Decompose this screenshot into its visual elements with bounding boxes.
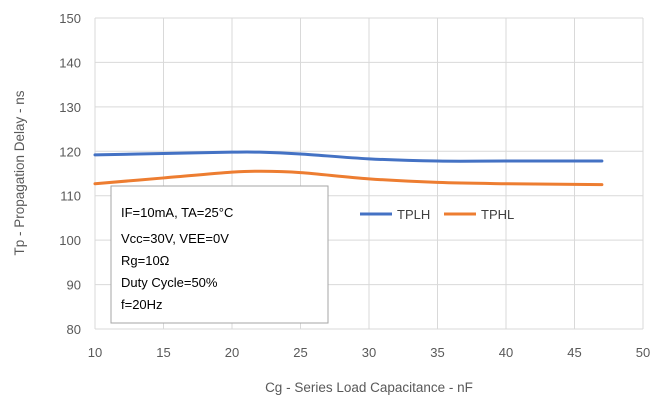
series-line-tplh xyxy=(93,150,604,163)
annotation-line: IF=10mA, TA=25°C xyxy=(121,205,233,220)
grid-lines xyxy=(94,17,644,330)
annotation-line: f=20Hz xyxy=(121,297,163,312)
x-tick-label: 50 xyxy=(636,345,650,360)
x-tick-label: 45 xyxy=(567,345,581,360)
annotation-line: Vcc=30V, VEE=0V xyxy=(121,231,229,246)
legend-label-tphl: TPHL xyxy=(481,207,514,222)
y-tick-label: 140 xyxy=(59,55,81,70)
x-tick-label: 35 xyxy=(430,345,444,360)
y-tick-labels: 80 90 100 110 120 130 140 150 xyxy=(59,11,81,337)
legend: TPLH TPHL xyxy=(360,207,514,222)
x-tick-label: 40 xyxy=(499,345,513,360)
x-axis-title: Cg - Series Load Capacitance - nF xyxy=(265,380,473,395)
y-tick-label: 130 xyxy=(59,100,81,115)
x-tick-labels: 10 15 20 25 30 35 40 45 50 xyxy=(88,345,650,360)
y-axis-title: Tp - Propagation Delay - ns xyxy=(12,90,27,255)
x-tick-label: 20 xyxy=(225,345,239,360)
y-tick-label: 110 xyxy=(60,189,81,204)
series-line-tphl xyxy=(93,169,604,187)
x-tick-label: 25 xyxy=(293,345,307,360)
y-tick-label: 80 xyxy=(67,322,81,337)
x-tick-label: 10 xyxy=(88,345,102,360)
legend-label-tplh: TPLH xyxy=(397,207,430,222)
y-tick-label: 150 xyxy=(59,11,81,26)
condition-annotation: IF=10mA, TA=25°C Vcc=30V, VEE=0V Rg=10Ω … xyxy=(110,185,329,324)
y-tick-label: 90 xyxy=(67,278,81,293)
x-tick-label: 15 xyxy=(156,345,170,360)
x-tick-label: 30 xyxy=(362,345,376,360)
y-tick-label: 120 xyxy=(59,144,81,159)
y-tick-label: 100 xyxy=(59,233,81,248)
annotation-line: Rg=10Ω xyxy=(121,253,170,268)
annotation-line: Duty Cycle=50% xyxy=(121,275,218,290)
series-lines xyxy=(93,150,604,187)
annotation-box xyxy=(110,185,329,324)
